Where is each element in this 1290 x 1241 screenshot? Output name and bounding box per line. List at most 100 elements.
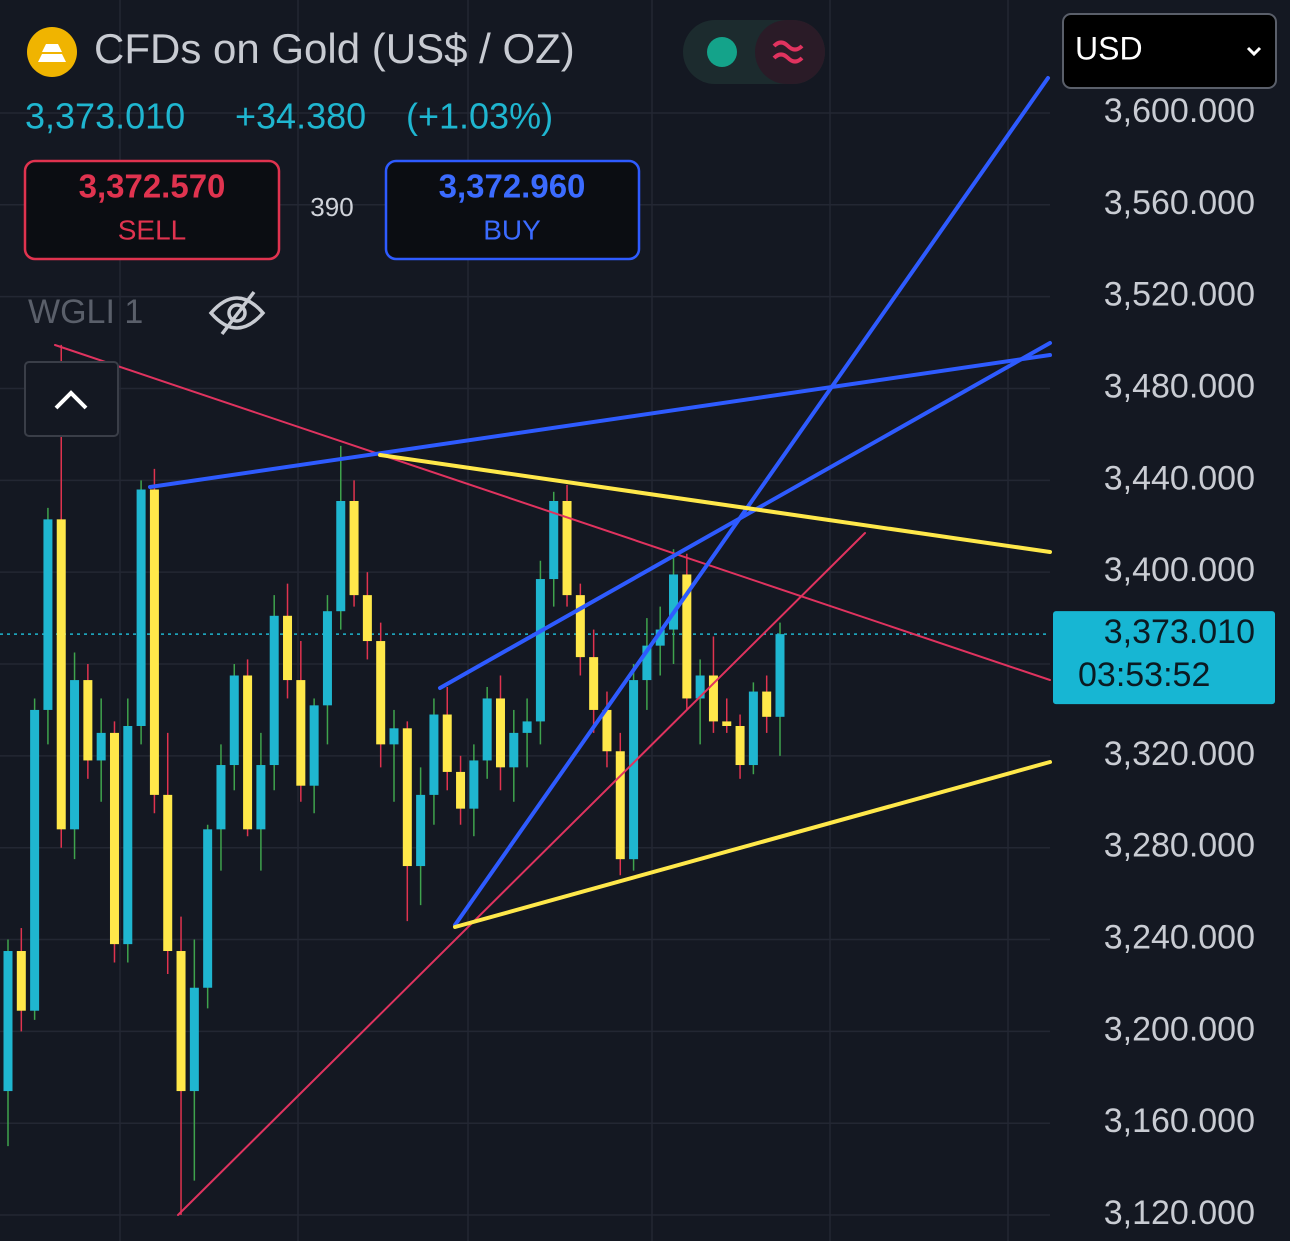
candle-body bbox=[722, 721, 732, 727]
candle-body bbox=[402, 728, 412, 867]
status-icon bbox=[772, 40, 804, 64]
candle-body bbox=[16, 951, 26, 1011]
candle-body bbox=[482, 698, 492, 761]
candle-body bbox=[535, 579, 545, 722]
y-tick-label: 3,240.000 bbox=[1104, 919, 1255, 957]
y-tick-label: 3,600.000 bbox=[1104, 92, 1255, 130]
collapse-button[interactable] bbox=[24, 361, 119, 437]
candle-body bbox=[669, 574, 679, 630]
candle-body bbox=[762, 691, 772, 717]
candle-body bbox=[442, 714, 452, 772]
last-price-box bbox=[1053, 611, 1275, 705]
candle-body bbox=[96, 732, 106, 761]
spread: 390 bbox=[310, 192, 353, 222]
candle-body bbox=[495, 698, 505, 768]
candle-body bbox=[549, 500, 559, 580]
buy-price: 3,372.960 bbox=[439, 168, 586, 205]
trend-line bbox=[54, 344, 1051, 681]
candle-body bbox=[589, 657, 599, 710]
y-tick-label: 3,440.000 bbox=[1104, 459, 1255, 497]
candle-body bbox=[322, 611, 332, 706]
y-tick-label: 3,520.000 bbox=[1104, 276, 1255, 314]
sell-price: 3,372.570 bbox=[79, 168, 226, 205]
indicator: WGLI 1 bbox=[28, 293, 143, 331]
change-percent: (+1.03%) bbox=[406, 96, 553, 137]
trend-line bbox=[453, 76, 1050, 927]
candle-body bbox=[336, 500, 346, 612]
candle-body bbox=[349, 500, 359, 596]
candle-body bbox=[123, 726, 133, 945]
buy-label: BUY bbox=[483, 214, 541, 245]
candles bbox=[3, 344, 785, 1216]
sell-button[interactable] bbox=[23, 159, 281, 261]
dropdown-arrow bbox=[1246, 46, 1262, 57]
y-tick-label: 3,160.000 bbox=[1104, 1102, 1255, 1140]
y-tick-label: 3,320.000 bbox=[1104, 735, 1255, 773]
candle-body bbox=[216, 765, 226, 830]
y-tick-label: 3,400.000 bbox=[1104, 551, 1255, 589]
price: 3,373.010 bbox=[25, 96, 185, 137]
trend-line bbox=[438, 341, 1052, 690]
trend-line bbox=[177, 532, 866, 1216]
collapse-arrow bbox=[54, 390, 88, 410]
candle-body bbox=[256, 765, 266, 830]
candle-body bbox=[70, 680, 80, 830]
candle-body bbox=[775, 634, 785, 717]
candle-body bbox=[575, 595, 585, 658]
candle-body bbox=[416, 794, 426, 867]
status-dot bbox=[707, 37, 737, 67]
candle-body bbox=[43, 519, 53, 710]
countdown: 03:53:52 bbox=[1078, 656, 1210, 694]
candle-body bbox=[149, 489, 159, 795]
candle-body bbox=[562, 500, 572, 596]
candle-body bbox=[109, 732, 119, 945]
title: CFDs on Gold (US$ / OZ) bbox=[94, 25, 575, 72]
candle-body bbox=[269, 615, 279, 766]
candle-body bbox=[176, 951, 186, 1092]
candle-body bbox=[362, 595, 372, 642]
candle-body bbox=[376, 641, 386, 745]
eye-slash bbox=[220, 290, 256, 336]
y-tick-label: 3,200.000 bbox=[1104, 1010, 1255, 1048]
change: +34.380 bbox=[235, 96, 366, 137]
candle-body bbox=[695, 675, 705, 699]
candle-body bbox=[56, 519, 66, 830]
currency-select[interactable] bbox=[1062, 13, 1277, 89]
candle-body bbox=[283, 615, 293, 681]
y-tick-label: 3,120.000 bbox=[1104, 1194, 1255, 1232]
candle-body bbox=[602, 709, 612, 752]
trend-line bbox=[453, 760, 1052, 929]
hide-icon[interactable] bbox=[208, 290, 266, 336]
candle-body bbox=[83, 680, 93, 761]
status-toggle-right bbox=[755, 20, 825, 84]
candle-body bbox=[682, 574, 692, 699]
candle-body bbox=[748, 691, 758, 766]
eye-pupil bbox=[227, 303, 247, 323]
currency: USD bbox=[1075, 30, 1143, 66]
candle-body bbox=[642, 645, 652, 681]
candle-body bbox=[163, 794, 173, 952]
y-tick-label: 3,280.000 bbox=[1104, 827, 1255, 865]
candle-body bbox=[469, 760, 479, 809]
trend-line bbox=[148, 353, 1052, 489]
candle-body bbox=[655, 629, 665, 646]
candle-body bbox=[456, 771, 466, 809]
buy-button[interactable] bbox=[384, 159, 641, 261]
candle-body bbox=[429, 714, 439, 795]
candle-body bbox=[189, 987, 199, 1092]
candle-body bbox=[735, 726, 745, 766]
gold-icon-bars bbox=[38, 44, 66, 62]
candle-body bbox=[522, 721, 532, 733]
candle-body bbox=[615, 751, 625, 860]
candle-body bbox=[629, 680, 639, 860]
price-axis: 3,120.000 3,160.000 3,200.000 3,240.000 3,28… bbox=[1053, 92, 1275, 1232]
y-tick-label: 3,560.000 bbox=[1104, 184, 1255, 222]
candle-body bbox=[3, 951, 13, 1092]
candle-body bbox=[243, 675, 253, 830]
candle-body bbox=[203, 829, 213, 988]
candle-body bbox=[296, 680, 306, 786]
y-tick-label: 3,480.000 bbox=[1104, 367, 1255, 405]
sell-label: SELL bbox=[118, 214, 187, 245]
candle-body bbox=[389, 728, 399, 745]
